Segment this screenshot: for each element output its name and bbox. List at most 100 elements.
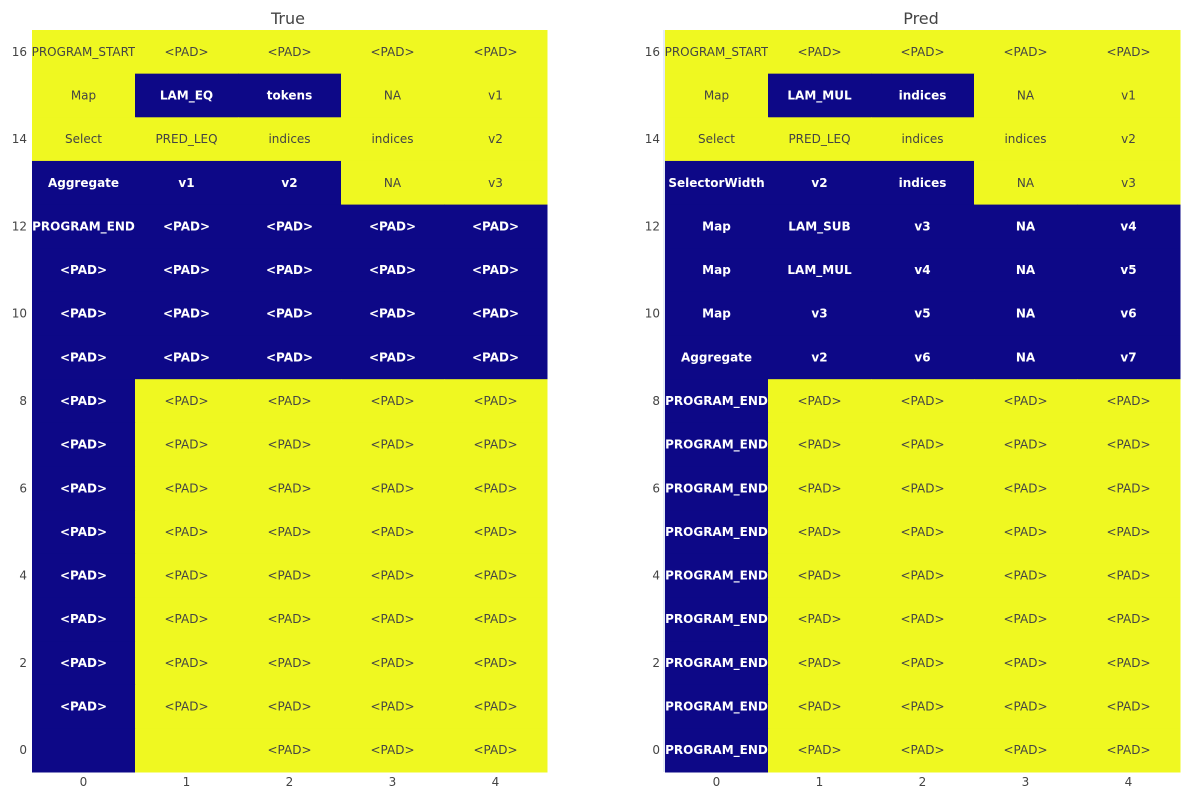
heatmap-cell <box>135 641 239 686</box>
heatmap-cell <box>665 553 769 598</box>
cell-label: <PAD> <box>369 307 416 321</box>
heatmap-cell <box>974 684 1078 729</box>
heatmap-cell <box>32 728 136 773</box>
cell-label: PROGRAM_END <box>665 743 768 758</box>
heatmap-cell <box>341 30 445 75</box>
cell-label: <PAD> <box>473 656 517 670</box>
cell-label: PROGRAM_END <box>665 438 768 453</box>
cell-label: Map <box>702 219 731 233</box>
heatmap-cell <box>341 160 445 206</box>
heatmap-cell <box>665 117 769 162</box>
heatmap-cell <box>974 335 1078 380</box>
y-tick-label: 8 <box>652 394 660 408</box>
y-tick-label: 4 <box>19 569 27 583</box>
heatmap-cell <box>341 728 445 773</box>
cell-label: <PAD> <box>370 438 414 452</box>
y-tick-label: 2 <box>652 656 660 670</box>
y-tick-label: 16 <box>645 45 660 59</box>
cell-label: <PAD> <box>472 307 519 321</box>
heatmap-cell <box>238 204 342 249</box>
cell-label: <PAD> <box>1106 700 1150 714</box>
heatmap-cell <box>1077 466 1181 511</box>
cell-label: <PAD> <box>900 569 944 583</box>
heatmap-cell <box>974 204 1078 249</box>
cell-label: <PAD> <box>267 45 311 59</box>
heatmap-cell <box>135 73 239 118</box>
heatmap-cell <box>1077 160 1181 206</box>
heatmap-cell <box>32 117 136 162</box>
cell-label: <PAD> <box>267 394 311 408</box>
cell-label: <PAD> <box>60 612 107 626</box>
cell-label: <PAD> <box>164 525 208 539</box>
heatmap-cell <box>32 73 136 118</box>
heatmap-cell <box>768 204 872 249</box>
cell-label: <PAD> <box>163 263 210 277</box>
heatmap-cell <box>444 335 548 380</box>
heatmap-cell <box>32 684 136 729</box>
cell-label: <PAD> <box>473 700 517 714</box>
cell-label: <PAD> <box>900 481 944 495</box>
cell-label: <PAD> <box>472 350 519 364</box>
heatmap-cell <box>444 73 548 118</box>
cell-label: tokens <box>267 88 312 102</box>
heatmap-cell <box>444 466 548 511</box>
cell-label: <PAD> <box>797 481 841 495</box>
heatmap-cell <box>871 204 975 249</box>
cell-label: v5 <box>1120 263 1136 277</box>
heatmap-cell <box>238 553 342 598</box>
heatmap-cell <box>665 160 769 206</box>
heatmap-cell <box>871 160 975 206</box>
heatmap-cell <box>768 379 872 424</box>
cell-label: <PAD> <box>1003 481 1047 495</box>
cell-label: <PAD> <box>267 612 311 626</box>
cell-label: <PAD> <box>267 700 311 714</box>
cell-label: <PAD> <box>164 656 208 670</box>
cell-label: <PAD> <box>1106 569 1150 583</box>
cell-label: <PAD> <box>1003 394 1047 408</box>
plot-background <box>663 30 665 772</box>
heatmap-cell <box>974 466 1078 511</box>
cell-label: <PAD> <box>164 612 208 626</box>
cell-label: <PAD> <box>797 45 841 59</box>
cell-label: PROGRAM_END <box>665 612 768 627</box>
heatmap-cell <box>768 728 872 773</box>
heatmap-cell <box>135 684 239 729</box>
heatmap-cell <box>871 684 975 729</box>
cell-label: <PAD> <box>797 656 841 670</box>
heatmap-cell <box>238 291 342 337</box>
heatmap-cell <box>665 291 769 337</box>
heatmap-cell <box>32 597 136 642</box>
heatmap-cell <box>32 553 136 598</box>
heatmap-cell <box>871 641 975 686</box>
cell-label: <PAD> <box>1106 481 1150 495</box>
cell-label: v1 <box>488 88 503 102</box>
cell-label: Aggregate <box>48 176 119 190</box>
heatmap-cell <box>1077 510 1181 555</box>
x-tick-label: 0 <box>80 775 88 789</box>
heatmap-cell <box>665 684 769 729</box>
heatmap-cell <box>341 684 445 729</box>
y-tick-label: 6 <box>652 481 660 495</box>
cell-label: v2 <box>811 350 827 364</box>
cell-label: <PAD> <box>900 438 944 452</box>
cell-label: Map <box>71 88 96 102</box>
cell-label: <PAD> <box>370 394 414 408</box>
heatmap-cell <box>768 335 872 380</box>
cell-label: <PAD> <box>472 219 519 233</box>
cell-label: <PAD> <box>266 219 313 233</box>
heatmap-cell <box>1077 204 1181 249</box>
heatmap-cell <box>768 160 872 206</box>
heatmap-cell <box>444 510 548 555</box>
cell-label: <PAD> <box>797 394 841 408</box>
cell-label: <PAD> <box>1003 45 1047 59</box>
heatmap-cell <box>341 248 445 293</box>
heatmap-cell <box>768 466 872 511</box>
cell-label: NA <box>1016 219 1036 233</box>
cell-label: v3 <box>914 219 930 233</box>
heatmap-cell <box>238 117 342 162</box>
heatmap-cell <box>135 728 239 773</box>
cell-label: <PAD> <box>60 481 107 495</box>
heatmap-cell <box>32 30 136 75</box>
heatmap-cell <box>871 73 975 118</box>
cell-label: <PAD> <box>1003 569 1047 583</box>
